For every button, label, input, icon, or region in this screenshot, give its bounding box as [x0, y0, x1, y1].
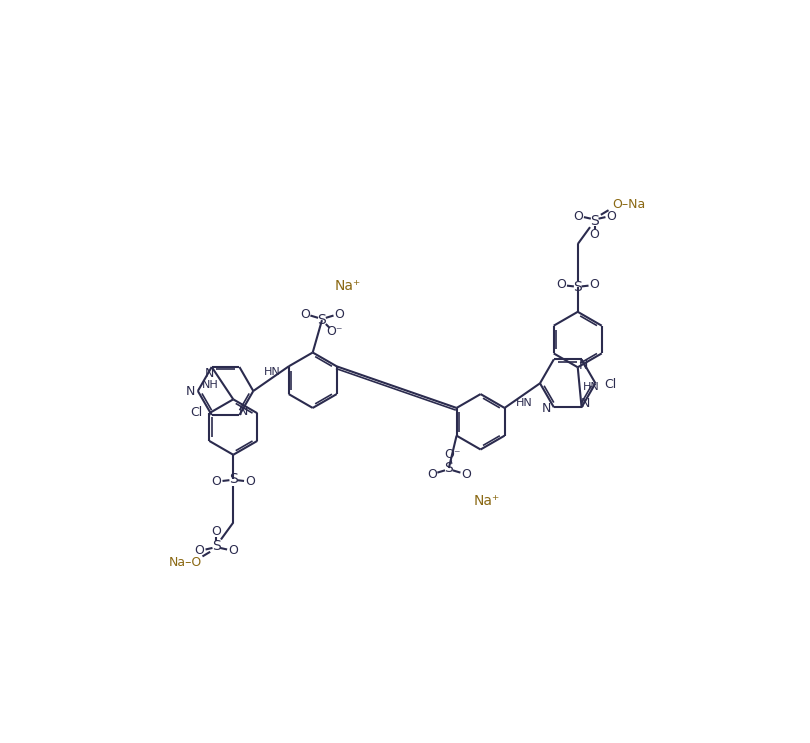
Text: HN: HN — [583, 383, 599, 392]
Text: S: S — [445, 461, 454, 475]
Text: O: O — [228, 544, 238, 557]
Text: O⁻: O⁻ — [445, 449, 461, 461]
Text: O: O — [245, 476, 255, 488]
Text: O: O — [607, 210, 616, 223]
Text: HN: HN — [264, 367, 281, 377]
Text: N: N — [205, 366, 214, 380]
Text: O: O — [211, 525, 221, 538]
Text: N: N — [579, 359, 589, 372]
Text: HN: HN — [515, 398, 532, 409]
Text: S: S — [212, 539, 220, 553]
Text: Cl: Cl — [190, 406, 202, 419]
Text: N: N — [239, 405, 248, 418]
Text: N: N — [185, 386, 195, 398]
Text: S: S — [318, 313, 326, 327]
Text: O: O — [300, 308, 310, 320]
Text: O: O — [194, 544, 204, 557]
Text: N: N — [541, 401, 551, 415]
Text: O: O — [573, 210, 582, 223]
Text: S: S — [590, 214, 599, 228]
Text: NH: NH — [202, 380, 219, 390]
Text: O: O — [427, 467, 437, 481]
Text: S: S — [229, 473, 237, 487]
Text: O: O — [334, 308, 343, 320]
Text: O⁻: O⁻ — [326, 325, 343, 338]
Text: O: O — [590, 228, 599, 241]
Text: S: S — [573, 280, 582, 294]
Text: O: O — [556, 279, 565, 291]
Text: Na⁺: Na⁺ — [474, 494, 500, 508]
Text: O–Na: O–Na — [612, 198, 646, 210]
Text: O: O — [211, 476, 221, 488]
Text: O: O — [590, 279, 599, 291]
Text: Na–O: Na–O — [169, 556, 202, 569]
Text: Cl: Cl — [605, 377, 617, 391]
Text: Na⁺: Na⁺ — [335, 279, 361, 293]
Text: O: O — [461, 467, 471, 481]
Text: N: N — [581, 397, 590, 410]
